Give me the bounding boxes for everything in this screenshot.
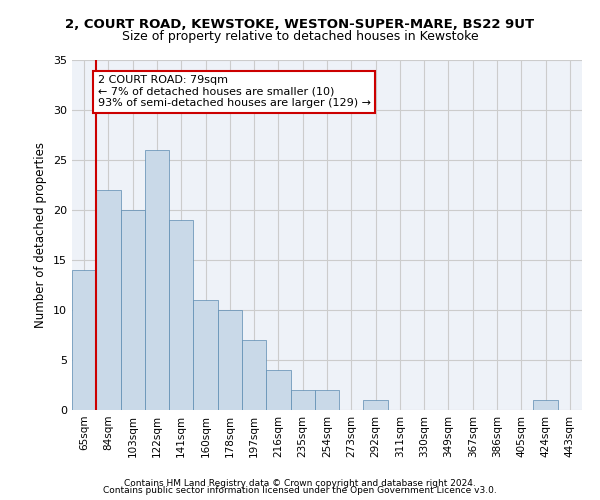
Text: Contains public sector information licensed under the Open Government Licence v3: Contains public sector information licen…	[103, 486, 497, 495]
Bar	[218, 310, 242, 410]
Bar	[169, 220, 193, 410]
Bar	[72, 270, 96, 410]
Bar	[533, 400, 558, 410]
Bar	[96, 190, 121, 410]
Bar	[145, 150, 169, 410]
Bar	[290, 390, 315, 410]
Text: Size of property relative to detached houses in Kewstoke: Size of property relative to detached ho…	[122, 30, 478, 43]
Bar	[242, 340, 266, 410]
Text: 2 COURT ROAD: 79sqm
← 7% of detached houses are smaller (10)
93% of semi-detache: 2 COURT ROAD: 79sqm ← 7% of detached hou…	[97, 75, 371, 108]
Bar	[315, 390, 339, 410]
Text: 2, COURT ROAD, KEWSTOKE, WESTON-SUPER-MARE, BS22 9UT: 2, COURT ROAD, KEWSTOKE, WESTON-SUPER-MA…	[65, 18, 535, 30]
Text: Contains HM Land Registry data © Crown copyright and database right 2024.: Contains HM Land Registry data © Crown c…	[124, 478, 476, 488]
Bar	[266, 370, 290, 410]
Bar	[121, 210, 145, 410]
Bar	[193, 300, 218, 410]
Y-axis label: Number of detached properties: Number of detached properties	[34, 142, 47, 328]
Bar	[364, 400, 388, 410]
